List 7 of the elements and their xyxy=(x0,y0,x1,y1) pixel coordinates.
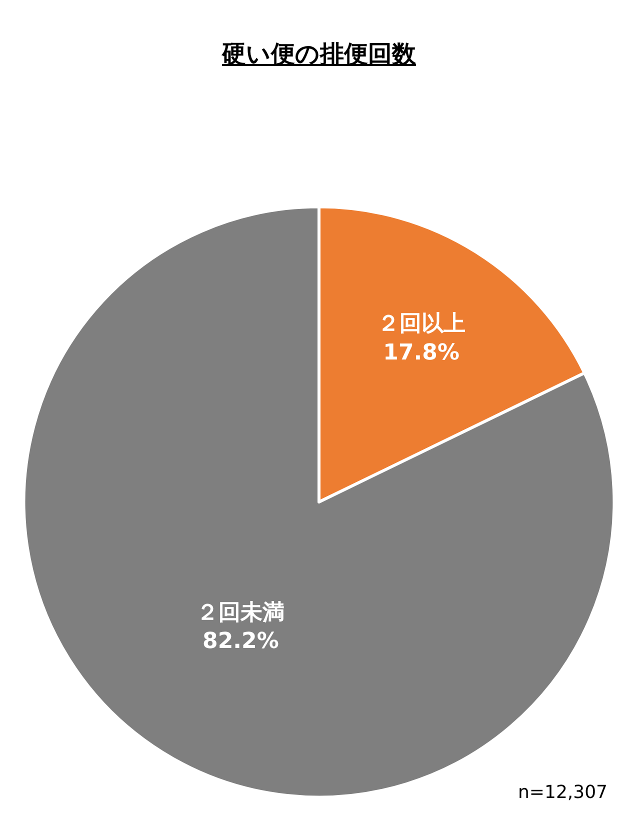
pie-slice xyxy=(22,205,616,798)
chart-title: 硬い便の排便回数 xyxy=(220,39,417,70)
data-label: 17.8% xyxy=(383,340,460,366)
data-label: 82.2% xyxy=(202,628,279,654)
slice-label: ２回以上 xyxy=(377,312,466,337)
slice-label: ２回未満 xyxy=(196,600,285,626)
text: n=12,307 xyxy=(518,782,608,803)
